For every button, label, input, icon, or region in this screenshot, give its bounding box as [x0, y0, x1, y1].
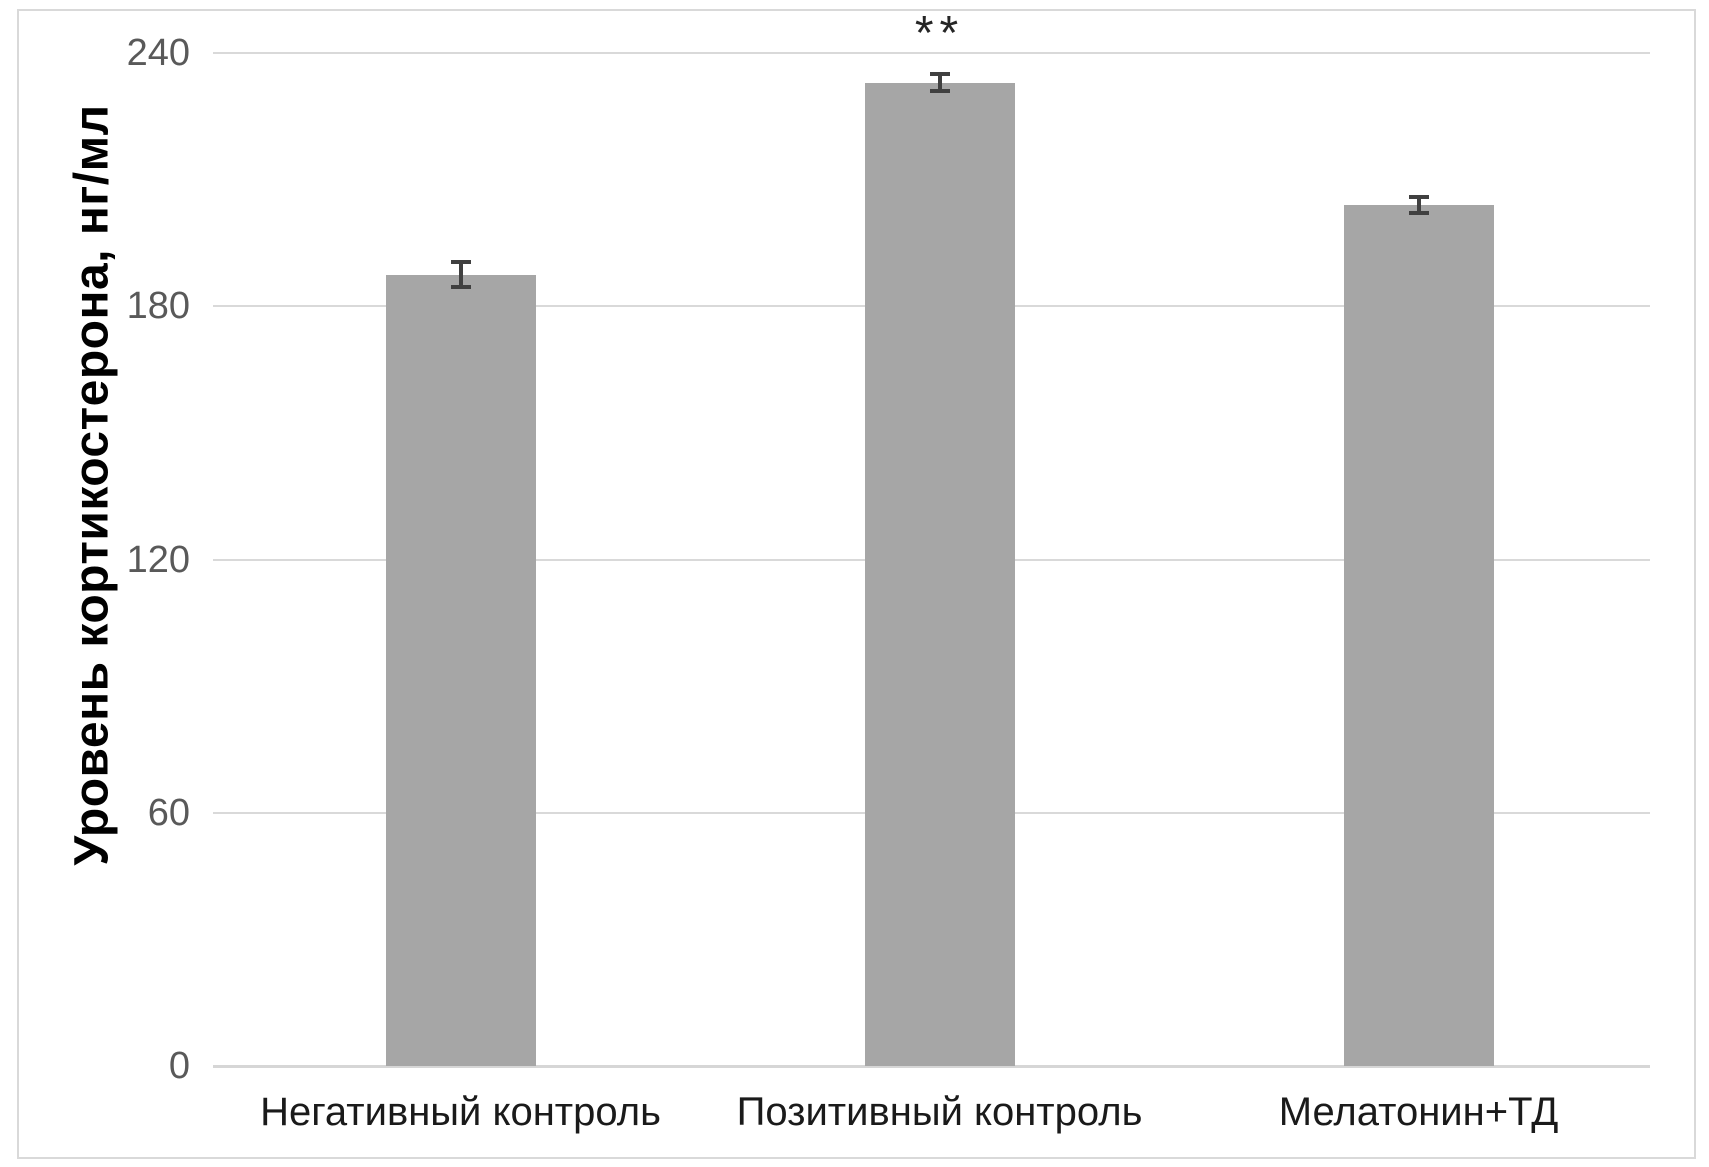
y-axis-tick-label: 240 [126, 32, 190, 74]
error-bar-line [937, 73, 942, 92]
y-axis-title: Уровень кортикостерона, нг/мл [65, 104, 119, 866]
y-axis-tick-label: 120 [126, 538, 190, 581]
category-label: Мелатонин+ТД [1278, 1090, 1559, 1134]
gridline [213, 52, 1650, 54]
significance-annotation: ** [914, 7, 965, 60]
error-bar-line [1416, 196, 1421, 214]
x-axis-line [213, 1065, 1650, 1068]
y-axis-tick-label: 180 [126, 285, 190, 328]
bar [385, 274, 536, 1066]
error-bar-cap-bottom [1408, 211, 1429, 216]
error-bar-line [458, 261, 463, 288]
error-bar-cap-top [1408, 194, 1429, 199]
error-bar-cap-bottom [450, 285, 471, 290]
bar [864, 82, 1015, 1066]
error-bar-cap-top [450, 259, 471, 264]
y-axis-tick-label: 0 [168, 1045, 190, 1087]
category-label: Негативный контроль [260, 1090, 661, 1134]
error-bar-cap-bottom [929, 89, 950, 94]
category-label: Позитивный контроль [736, 1090, 1143, 1134]
bar [1343, 204, 1494, 1066]
y-axis-tick-label: 60 [147, 791, 190, 834]
error-bar-cap-top [929, 71, 950, 76]
